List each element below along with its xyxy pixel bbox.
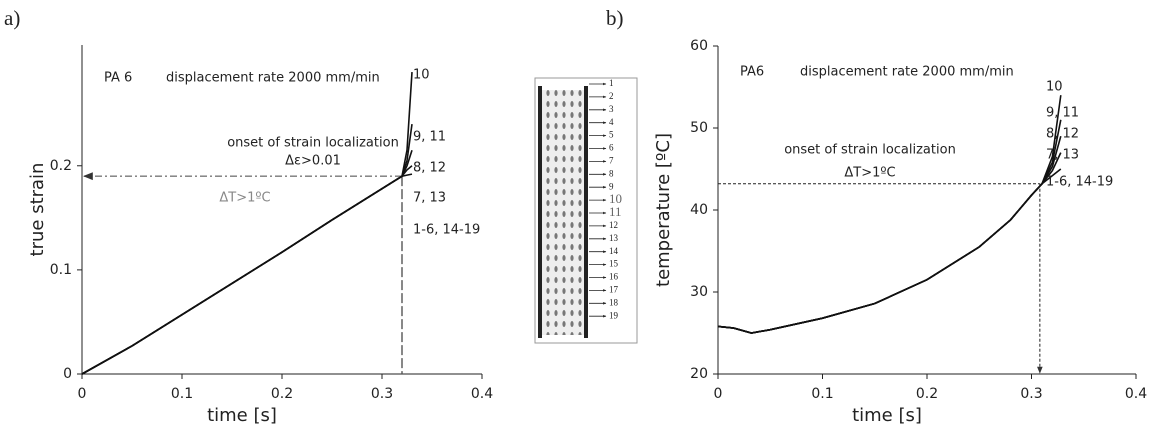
x-axis-label: time [s]	[207, 405, 277, 426]
x-tick-label: 0.1	[811, 386, 833, 402]
specimen-label: 6	[609, 143, 614, 153]
y-tick-label: 0.1	[50, 262, 72, 278]
specimen-label: 12	[609, 220, 618, 230]
panel-label: a)	[4, 6, 20, 30]
specimen-label: 2	[609, 91, 614, 101]
y-tick-label: 0.2	[50, 158, 72, 174]
specimen-label: 8	[609, 168, 614, 178]
specimen-label: 9	[609, 181, 614, 191]
x-tick-label: 0.4	[1125, 386, 1147, 402]
series-label: 8, 12	[1046, 127, 1079, 142]
x-tick-label: 0.2	[916, 386, 938, 402]
series-label: 1-6, 14-19	[1046, 175, 1113, 190]
annotation: displacement rate 2000 mm/min	[800, 65, 1014, 80]
specimen-label: 19	[609, 310, 619, 320]
specimen-label: 10	[609, 191, 622, 206]
y-tick-label: 20	[690, 366, 708, 382]
specimen-label: 11	[609, 204, 622, 219]
panel-label: b)	[606, 6, 624, 30]
series-line	[81, 149, 413, 375]
specimen-label: 3	[609, 104, 614, 114]
y-tick-label: 40	[690, 202, 708, 218]
specimen-label: 13	[609, 233, 619, 243]
series-label: 9, 11	[413, 130, 446, 145]
x-tick-label: 0.3	[371, 386, 393, 402]
series-label: 8, 12	[413, 161, 446, 176]
x-tick-label: 0.3	[1020, 386, 1042, 402]
series-label: 10	[1046, 80, 1063, 95]
specimen-dots	[541, 90, 585, 335]
x-tick-label: 0.2	[271, 386, 293, 402]
series-label: 7, 13	[413, 191, 446, 206]
y-tick-label: 60	[690, 38, 708, 54]
annotation: ΔT>1ºC	[219, 191, 270, 206]
series-line	[81, 72, 413, 375]
y-tick-label: 30	[690, 284, 708, 300]
specimen-label: 14	[609, 246, 619, 256]
series-line	[81, 173, 413, 375]
annotation: onset of strain localization	[784, 143, 956, 158]
annotation: PA6	[740, 65, 764, 80]
series-label: 10	[413, 68, 430, 83]
y-axis-label: temperature [ºC]	[653, 133, 674, 287]
annotation: ΔT>1ºC	[844, 166, 895, 181]
x-tick-label: 0.4	[471, 386, 493, 402]
specimen-edge	[538, 86, 542, 338]
annotation: Δε>0.01	[285, 154, 341, 169]
y-tick-label: 50	[690, 120, 708, 136]
annotation: PA 6	[104, 71, 132, 86]
specimen-label: 15	[609, 259, 619, 269]
specimen-label: 4	[609, 117, 614, 127]
x-tick-label: 0	[714, 386, 723, 402]
specimen-label: 17	[609, 284, 619, 294]
annotation: displacement rate 2000 mm/min	[166, 71, 380, 86]
specimen-label: 1	[609, 78, 614, 88]
specimen-label: 16	[609, 272, 619, 282]
y-axis-label: true strain	[27, 163, 48, 257]
annotation: onset of strain localization	[227, 136, 399, 151]
x-tick-label: 0	[78, 386, 87, 402]
y-tick-label: 0	[63, 366, 72, 382]
series-label: 1-6, 14-19	[413, 223, 480, 238]
specimen-edge	[584, 86, 588, 338]
series-label: 7, 13	[1046, 148, 1079, 163]
specimen	[534, 77, 638, 344]
x-tick-label: 0.1	[171, 386, 193, 402]
series-line	[81, 123, 413, 375]
x-axis-label: time [s]	[852, 405, 922, 426]
specimen-label: 18	[609, 297, 619, 307]
specimen-label: 7	[609, 155, 614, 165]
specimen-label: 5	[609, 130, 614, 140]
series-line	[717, 168, 1062, 334]
series-label: 9, 11	[1046, 106, 1079, 121]
